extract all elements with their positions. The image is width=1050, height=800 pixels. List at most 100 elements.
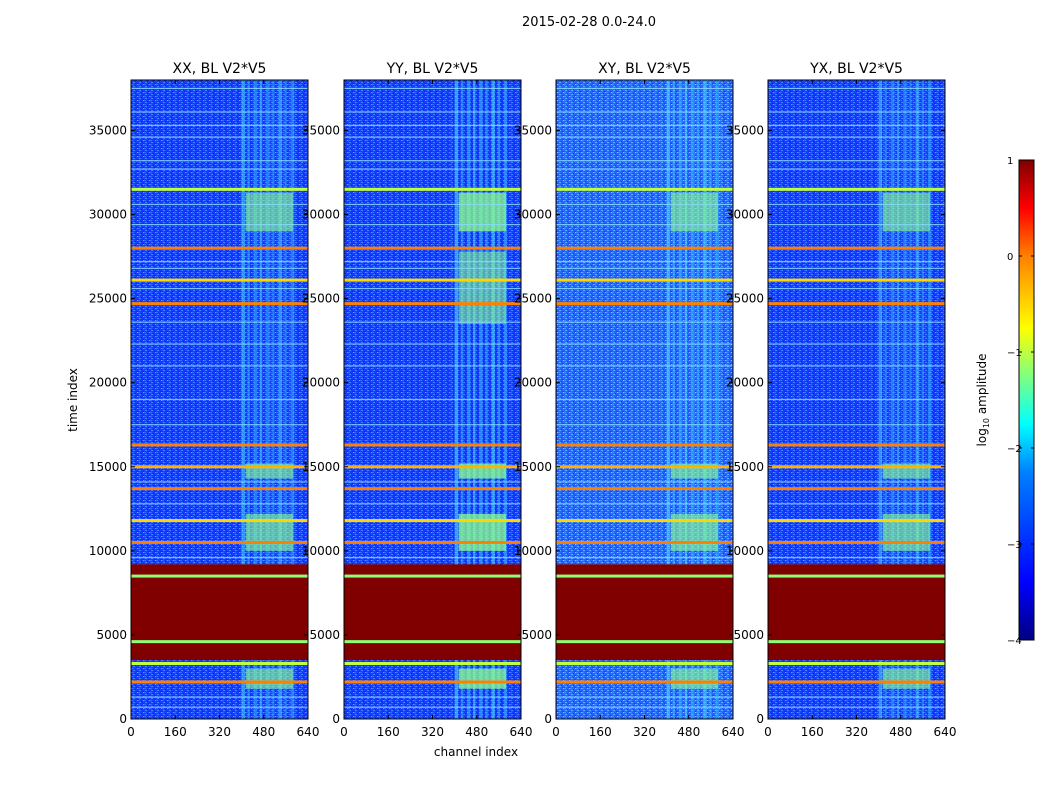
faint-row (131, 203, 308, 206)
faint-row (344, 124, 521, 127)
faint-row (768, 706, 945, 708)
y-tick-label: 25000 (726, 292, 764, 306)
x-tick-label: 480 (252, 725, 275, 739)
y-tick-label: 5000 (96, 628, 127, 642)
y-tick-label: 30000 (514, 208, 552, 222)
colorbar-tick-label: 1 (1007, 156, 1013, 167)
faint-row (344, 224, 521, 226)
bright-row (344, 487, 521, 491)
rfi-block (458, 668, 506, 689)
faint-row (768, 87, 945, 90)
faint-row (556, 424, 733, 426)
faint-row (344, 267, 521, 269)
y-tick-label: 10000 (514, 544, 552, 558)
y-tick-label: 0 (119, 712, 127, 726)
y-tick-label: 5000 (733, 628, 764, 642)
faint-row (768, 343, 945, 345)
faint-row (131, 503, 308, 505)
y-tick-label: 5000 (309, 628, 340, 642)
faint-row (131, 706, 308, 708)
x-tick-label: 160 (801, 725, 824, 739)
flagged-block (556, 564, 733, 661)
faint-row (131, 398, 308, 401)
bright-row (344, 640, 521, 644)
y-tick-label: 30000 (302, 208, 340, 222)
panel-2: YY, BL V2*V5 0 160 320 480 640 0 5000 10000 15000… (302, 61, 533, 739)
faint-row (556, 168, 733, 170)
panel-title: YX, BL V2*V5 (809, 61, 903, 77)
y-tick-label: 15000 (302, 460, 340, 474)
bright-row (131, 662, 308, 666)
y-tick-label: 0 (332, 712, 340, 726)
bright-row (344, 574, 521, 578)
faint-row (131, 343, 308, 345)
x-tick-label: 320 (845, 725, 868, 739)
faint-row (556, 706, 733, 708)
bright-row (344, 662, 521, 666)
faint-row (131, 224, 308, 226)
faint-row (344, 136, 521, 138)
faint-row (768, 398, 945, 401)
y-tick-label: 25000 (302, 292, 340, 306)
faint-row (556, 287, 733, 290)
x-tick-label: 320 (421, 725, 444, 739)
faint-row (344, 111, 521, 113)
rfi-block (670, 668, 718, 689)
rfi-block (670, 192, 718, 232)
bright-row (556, 302, 733, 306)
bright-row (131, 278, 308, 282)
faint-row (131, 321, 308, 323)
x-tick-label: 0 (127, 725, 135, 739)
faint-row (768, 160, 945, 162)
panel-title: XX, BL V2*V5 (173, 61, 267, 77)
faint-row (131, 160, 308, 162)
x-tick-label: 640 (934, 725, 957, 739)
bright-row (768, 519, 945, 523)
faint-row (344, 287, 521, 290)
faint-row (344, 556, 521, 559)
faint-row (344, 481, 521, 483)
faint-row (768, 321, 945, 323)
faint-row (768, 424, 945, 426)
bright-row (768, 246, 945, 250)
faint-row (768, 365, 945, 367)
bright-row (768, 680, 945, 684)
faint-row (344, 696, 521, 698)
bright-row (556, 662, 733, 666)
colorbar-scale (1018, 159, 1035, 641)
faint-row (131, 365, 308, 367)
x-tick-label: 480 (889, 725, 912, 739)
y-tick-label: 10000 (726, 544, 764, 558)
faint-row (344, 706, 521, 708)
panel-title: XY, BL V2*V5 (598, 61, 691, 77)
faint-row (131, 136, 308, 138)
faint-row (131, 696, 308, 698)
x-tick-label: 0 (552, 725, 560, 739)
bright-row (556, 246, 733, 250)
bright-row (131, 246, 308, 250)
bright-row (768, 640, 945, 644)
bright-row (131, 574, 308, 578)
y-tick-label: 5000 (521, 628, 552, 642)
rfi-block (458, 251, 506, 324)
faint-row (768, 556, 945, 559)
bright-row (768, 278, 945, 282)
faint-row (131, 261, 308, 263)
x-tick-label: 640 (510, 725, 533, 739)
y-tick-label: 25000 (514, 292, 552, 306)
bright-row (556, 640, 733, 644)
bright-row (344, 519, 521, 523)
bright-row (556, 680, 733, 684)
faint-row (131, 124, 308, 127)
bright-row (768, 187, 945, 191)
faint-row (556, 267, 733, 269)
faint-row (131, 287, 308, 290)
y-tick-label: 35000 (726, 123, 764, 137)
y-tick-label: 25000 (89, 292, 127, 306)
colorbar-tick-label: −3 (1007, 540, 1022, 551)
bright-row (131, 465, 308, 469)
faint-row (556, 261, 733, 263)
bright-row (556, 519, 733, 523)
rfi-block (882, 668, 930, 689)
faint-row (556, 365, 733, 367)
